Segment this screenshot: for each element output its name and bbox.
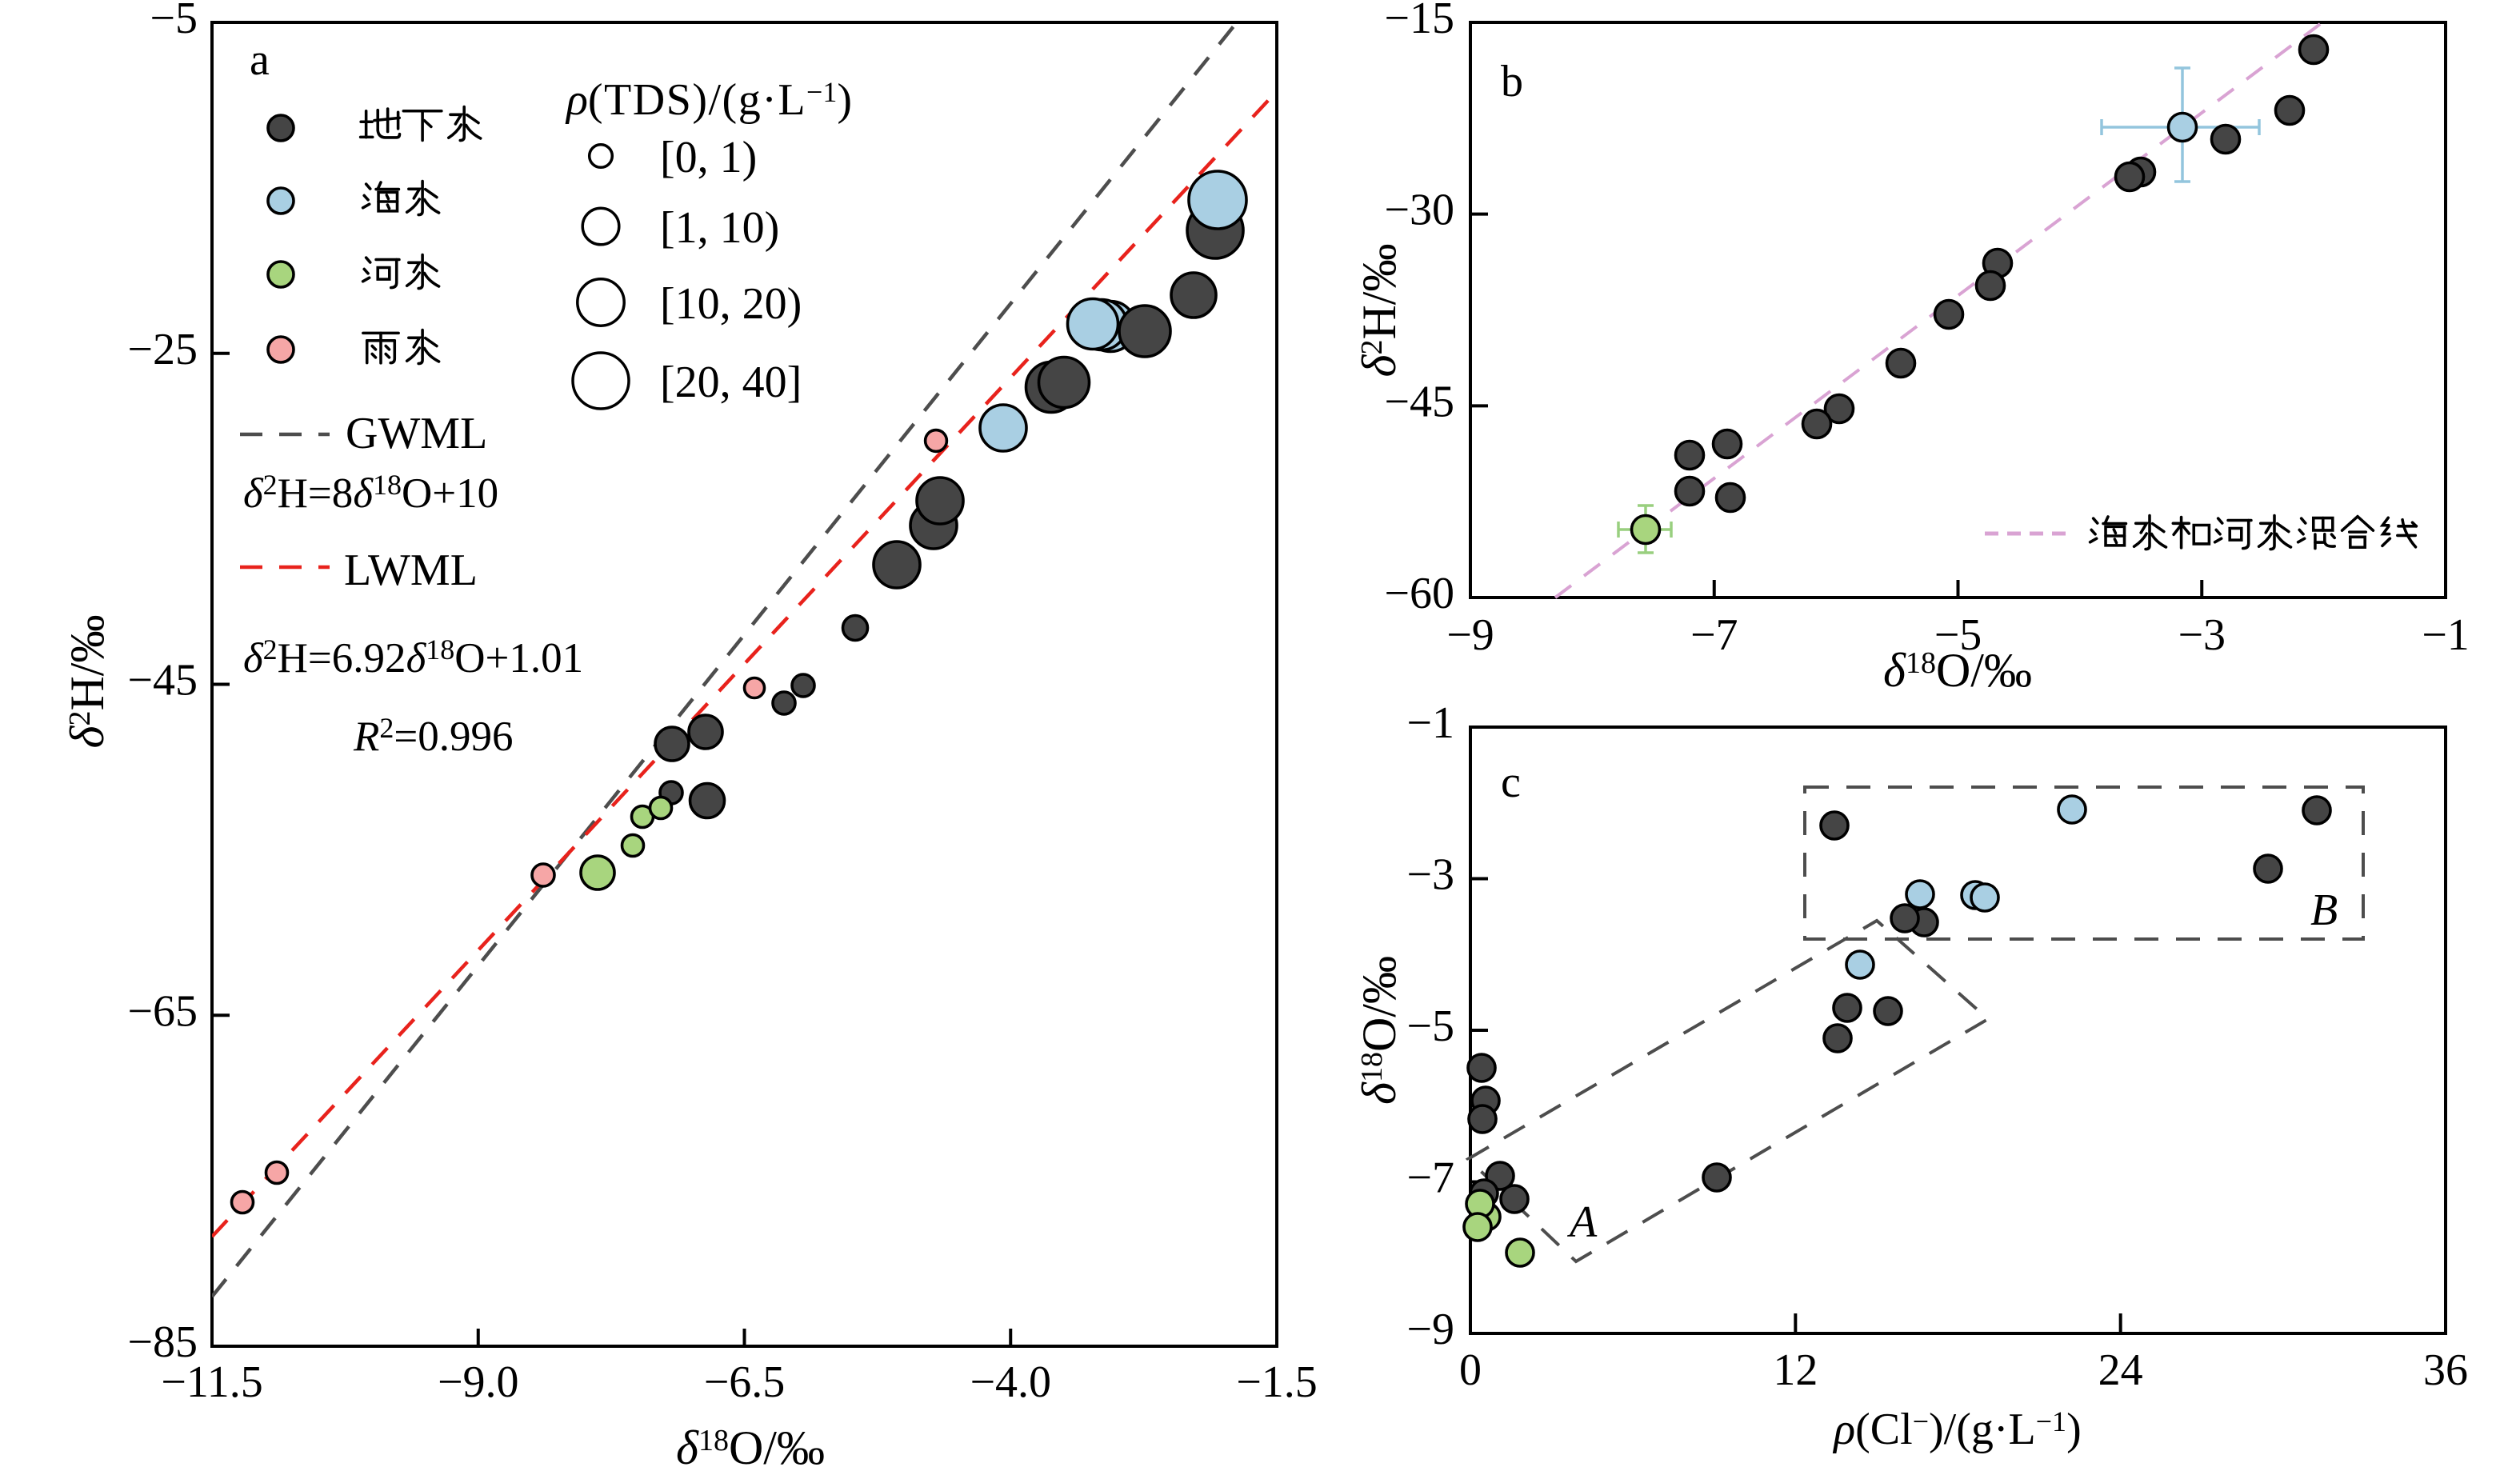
svg-text:−60: −60	[1384, 569, 1454, 618]
svg-text:[0, 1): [0, 1)	[660, 133, 757, 182]
svg-text:−6.5: −6.5	[704, 1357, 786, 1407]
svg-text:−85: −85	[127, 1317, 198, 1367]
svg-text:LWML: LWML	[344, 546, 478, 595]
svg-text:24: 24	[2098, 1345, 2143, 1395]
svg-text:−3: −3	[1406, 850, 1454, 900]
svg-text:−9.0: −9.0	[438, 1357, 519, 1407]
svg-text:a: a	[250, 35, 270, 85]
svg-text:[1, 10): [1, 10)	[660, 203, 779, 253]
svg-text:36: 36	[2423, 1345, 2468, 1395]
svg-text:δ2H/‰: δ2H/‰	[1353, 244, 1406, 378]
svg-text:−30: −30	[1384, 186, 1454, 235]
svg-text:δ18O/‰: δ18O/‰	[676, 1421, 825, 1474]
svg-text:ρ(TDS)/(g·L−1): ρ(TDS)/(g·L−1)	[565, 75, 852, 125]
svg-text:R2=0.996: R2=0.996	[353, 712, 514, 760]
svg-text:−1: −1	[1406, 698, 1454, 748]
svg-text:−25: −25	[127, 325, 198, 374]
svg-text:−5: −5	[1406, 1001, 1454, 1051]
svg-text:−5: −5	[1934, 610, 1982, 660]
svg-text:0: 0	[1459, 1345, 1482, 1395]
svg-text:12: 12	[1773, 1345, 1818, 1395]
svg-text:−11.5: −11.5	[161, 1357, 263, 1407]
svg-text:[10, 20): [10, 20)	[660, 279, 802, 329]
svg-text:−1.5: −1.5	[1236, 1357, 1318, 1407]
svg-text:−45: −45	[127, 656, 198, 706]
svg-text:δ2H=8δ18O+10: δ2H=8δ18O+10	[243, 469, 498, 517]
svg-text:b: b	[1501, 57, 1523, 106]
svg-text:δ2H/‰: δ2H/‰	[61, 615, 114, 749]
svg-text:δ18O/‰: δ18O/‰	[1353, 956, 1406, 1105]
svg-text:δ18O/‰: δ18O/‰	[1883, 644, 2032, 697]
svg-text:c: c	[1501, 757, 1521, 807]
svg-text:−65: −65	[127, 986, 198, 1036]
svg-text:A: A	[1566, 1197, 1598, 1247]
svg-text:−5: −5	[150, 0, 198, 43]
svg-text:−9: −9	[1406, 1305, 1454, 1354]
svg-text:ρ(Cl−)/(g·L−1): ρ(Cl−)/(g·L−1)	[1832, 1405, 2081, 1454]
svg-text:−9: −9	[1446, 610, 1494, 660]
svg-text:δ2H=6.92δ18O+1.01: δ2H=6.92δ18O+1.01	[243, 634, 583, 682]
svg-text:GWML: GWML	[346, 409, 487, 458]
svg-text:−1: −1	[2422, 610, 2470, 660]
svg-text:−45: −45	[1384, 377, 1454, 426]
svg-text:−15: −15	[1384, 0, 1454, 43]
svg-text:B: B	[2310, 885, 2338, 935]
svg-text:−7: −7	[1406, 1153, 1454, 1203]
svg-text:−4.0: −4.0	[970, 1357, 1051, 1407]
svg-text:−7: −7	[1690, 610, 1738, 660]
svg-text:−3: −3	[2178, 610, 2226, 660]
svg-text:[20, 40]: [20, 40]	[660, 358, 802, 407]
